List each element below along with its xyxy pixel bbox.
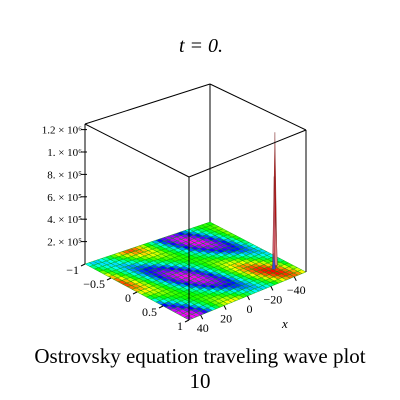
y-tick-label: 0 — [125, 291, 131, 305]
y-tick-label: −0.5 — [83, 277, 105, 291]
y-tick-mark — [132, 291, 138, 295]
x-tick-label: 40 — [197, 321, 209, 335]
spike-segment — [271, 253, 276, 270]
bounding-box-back — [84, 83, 307, 264]
x-axis: 40 20 0 −20 −40 — [197, 276, 306, 335]
x-tick-label: −40 — [287, 283, 306, 297]
z-tick-label: 1.2 × 10⁶ — [42, 125, 82, 137]
x-tick-mark — [293, 276, 297, 282]
y-axis: −1 −0.5 0 0.5 1 — [66, 263, 190, 333]
y-tick-mark — [158, 305, 164, 309]
caption-line-1: Ostrovsky equation traveling wave plot — [34, 344, 366, 368]
spike-segment — [273, 217, 278, 266]
x-tick-label: −20 — [264, 292, 283, 306]
y-tick-mark — [184, 319, 190, 323]
x-tick-mark — [200, 314, 204, 320]
x-tick-mark — [223, 305, 227, 310]
x-tick-label: 20 — [220, 312, 232, 326]
y-tick-mark — [80, 263, 86, 267]
bounding-box-front — [84, 123, 307, 320]
y-tick-label: 0.5 — [142, 305, 157, 319]
z-axis: 2. × 10⁵ 4. × 10⁵ 6. × 10⁵ 8. × 10⁵ 1. × 10⁶… — [42, 125, 87, 249]
z-tick-label: 6. × 10⁵ — [47, 192, 82, 204]
chart-title: t = 0. — [179, 35, 223, 57]
peak-spike — [271, 132, 278, 270]
x-axis-label: x — [281, 316, 288, 331]
z-tick-label: 1. × 10⁶ — [47, 147, 82, 159]
surface-mesh — [84, 221, 307, 321]
caption-line-2: 10 — [189, 369, 211, 393]
y-tick-label: −1 — [66, 263, 79, 277]
z-tick-label: 4. × 10⁵ — [47, 214, 82, 226]
z-tick-label: 8. × 10⁵ — [47, 169, 82, 181]
z-tick-label: 2. × 10⁵ — [47, 237, 82, 249]
y-tick-label: 1 — [177, 319, 183, 333]
x-tick-label: 0 — [247, 302, 253, 316]
x-tick-mark — [270, 286, 274, 291]
y-tick-mark — [106, 277, 112, 281]
x-tick-mark — [247, 295, 250, 301]
